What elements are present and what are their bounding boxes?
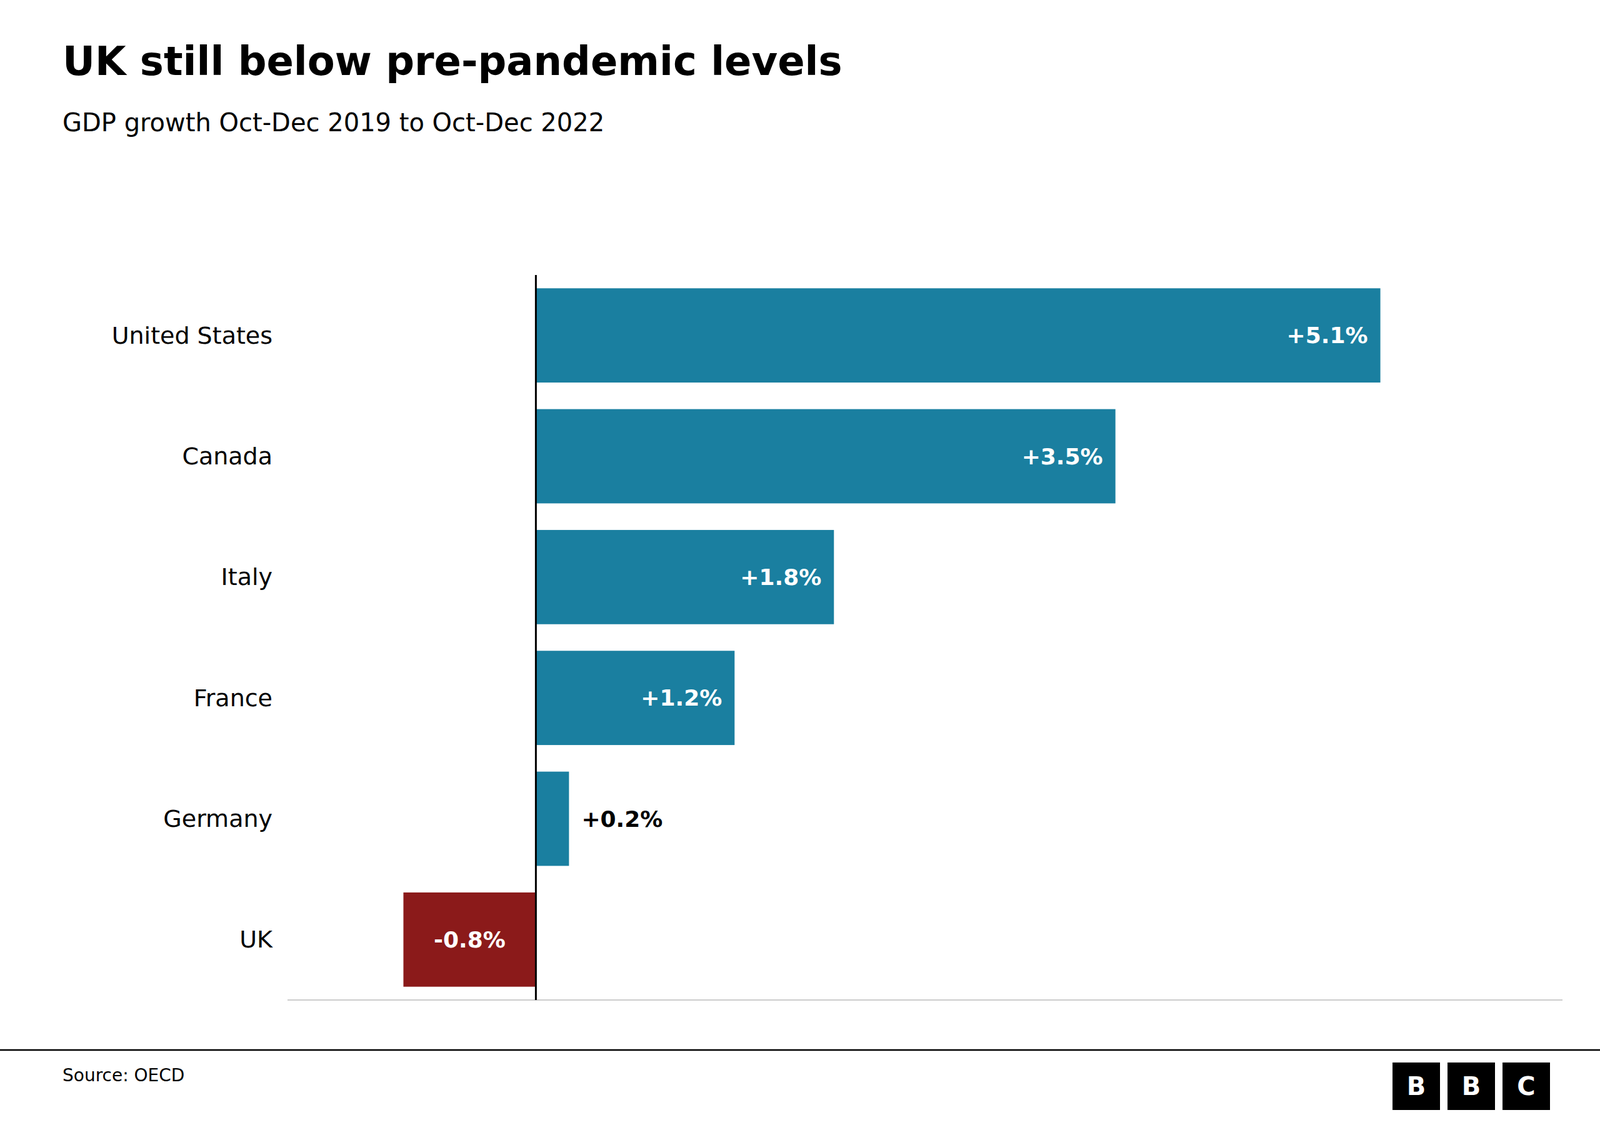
category-label: Canada [181,442,273,470]
separator [0,1049,1600,1052]
title: UK still below pre-pandemic levels [62,38,843,85]
category-label: UK [239,925,274,954]
logo-letter: B [1461,1071,1482,1101]
data-label: +1.8% [740,564,822,590]
category-label: France [193,684,273,712]
bar [535,771,569,867]
category-label: United States [111,321,273,350]
chart-container: UK still below pre-pandemic levels GDP gr… [0,0,1600,1125]
bars [403,288,1380,987]
logo-box [1392,1062,1440,1110]
data-label: +1.2% [640,685,722,711]
data-label: -0.8% [433,926,506,953]
data-label: +0.2% [581,806,663,832]
subtitle: GDP growth Oct-Dec 2019 to Oct-Dec 2022 [62,108,605,137]
data-label: +3.5% [1021,443,1104,470]
bar [535,650,735,745]
logo-letter: B [1406,1071,1427,1101]
x-axis-line [287,999,1563,1001]
chart: UK still below pre-pandemic levels GDP gr… [0,0,1600,1125]
background [0,0,1600,1125]
data-label: +5.1% [1286,322,1369,349]
logo-box [1447,1062,1495,1110]
category-label: Italy [221,563,273,591]
category-label: Germany [163,805,273,833]
bar [535,530,834,625]
zero-line [535,275,537,1000]
bar [535,288,1380,383]
logo-letter: C [1516,1071,1535,1101]
source: Source: OECD [62,1065,185,1086]
logo-box [1502,1062,1550,1110]
bar [535,409,1115,504]
bar [403,892,536,987]
